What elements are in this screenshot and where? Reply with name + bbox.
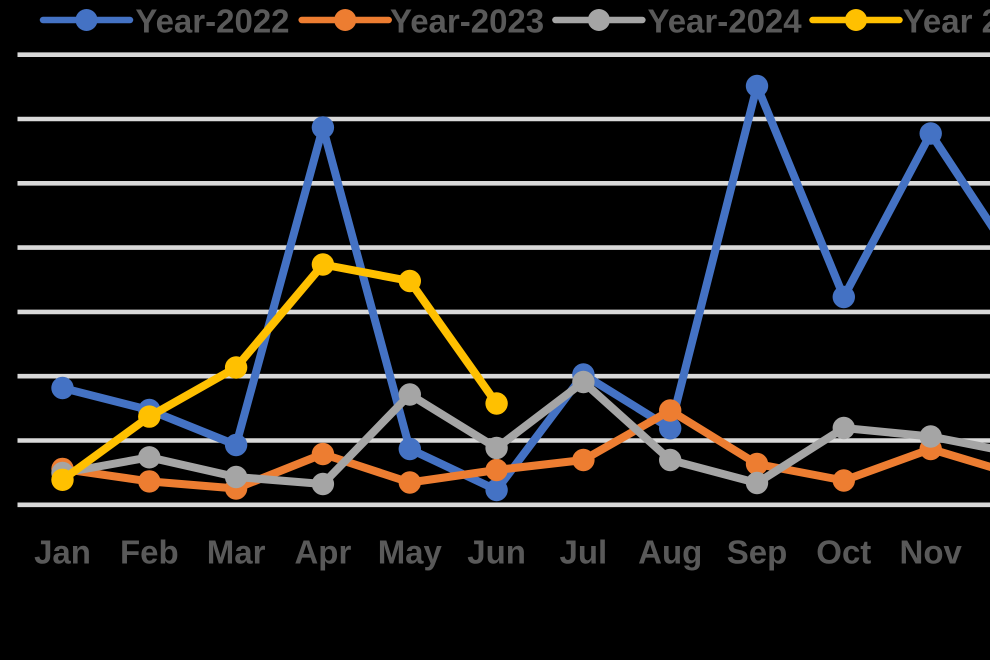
svg-text:Aug: Aug xyxy=(638,533,702,570)
svg-text:Jun: Jun xyxy=(467,533,526,570)
svg-text:Mar: Mar xyxy=(207,533,266,570)
svg-text:Nov: Nov xyxy=(900,533,963,570)
svg-text:Feb: Feb xyxy=(120,533,179,570)
svg-text:Year-2022: Year-2022 xyxy=(135,2,289,39)
svg-text:Year-2024: Year-2024 xyxy=(648,2,803,39)
svg-text:Jul: Jul xyxy=(560,533,608,570)
svg-text:Apr: Apr xyxy=(294,533,351,570)
svg-text:Sep: Sep xyxy=(727,533,788,570)
svg-text:Year 2025: Year 2025 xyxy=(903,2,990,39)
svg-text:Year-2023: Year-2023 xyxy=(390,2,544,39)
svg-text:Oct: Oct xyxy=(816,533,871,570)
svg-text:Jan: Jan xyxy=(34,533,91,570)
svg-text:May: May xyxy=(378,533,443,570)
